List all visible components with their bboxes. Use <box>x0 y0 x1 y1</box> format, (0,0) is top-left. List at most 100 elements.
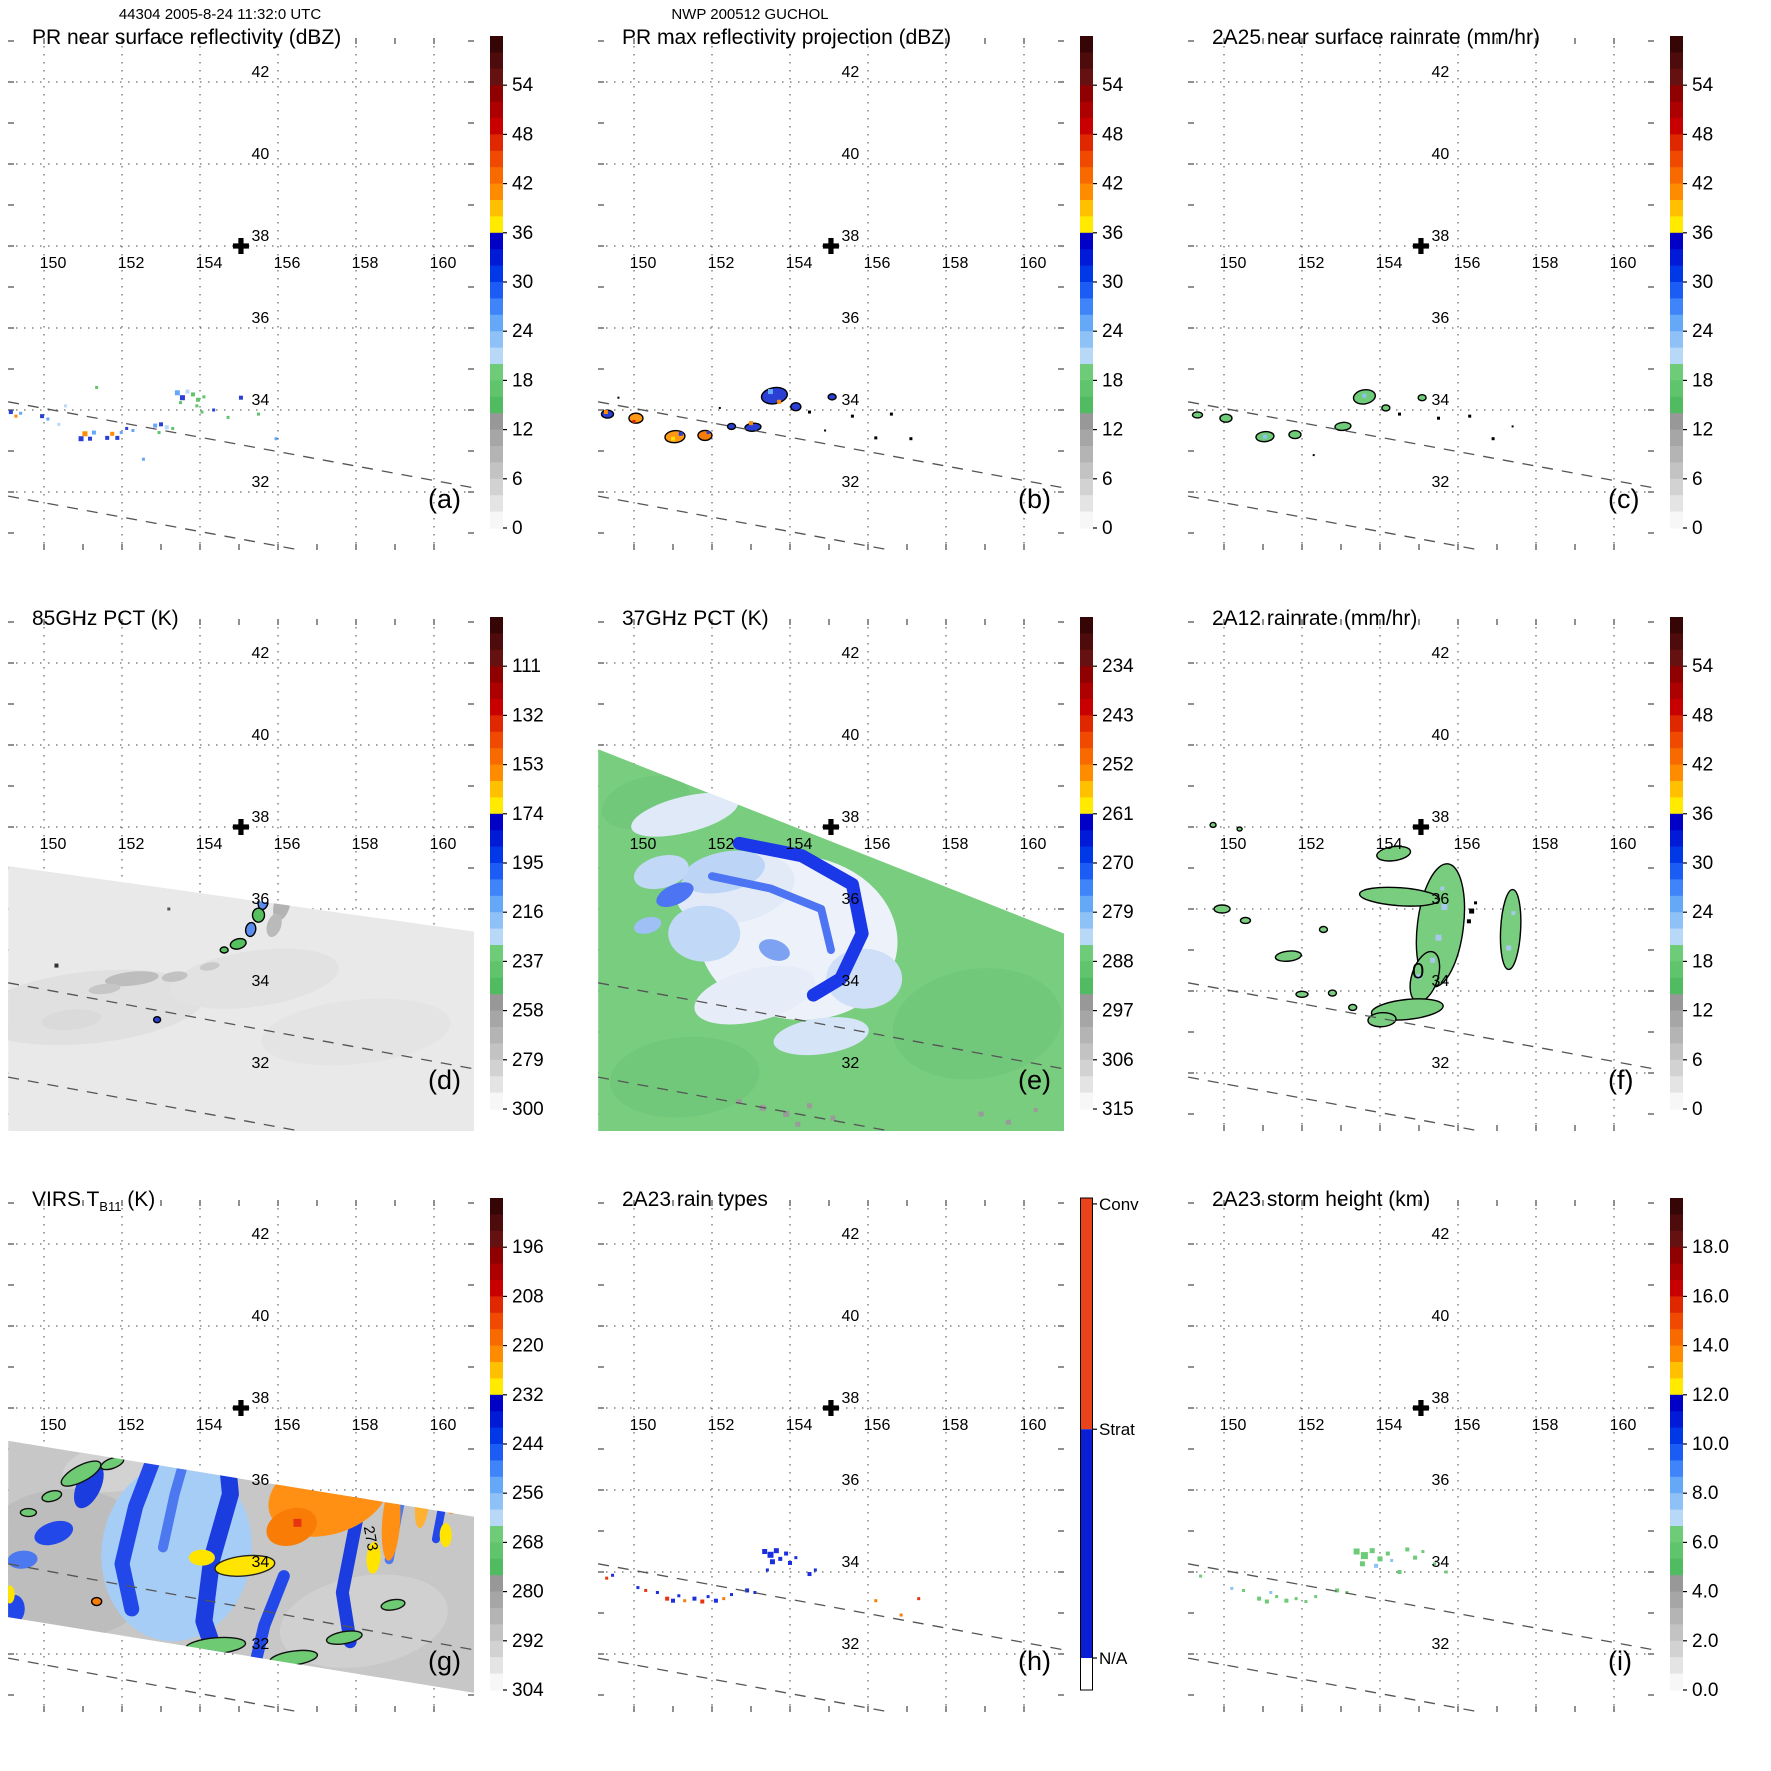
svg-text:152: 152 <box>118 1417 145 1434</box>
svg-text:36: 36 <box>841 891 859 908</box>
svg-text:270: 270 <box>1102 853 1134 874</box>
panel-title-g: VIRS TB11 (K) <box>32 1188 156 1215</box>
colorbar-h: Conv Strat N/A <box>1080 1195 1139 1691</box>
svg-text:152: 152 <box>118 255 145 272</box>
svg-text:160: 160 <box>1020 1417 1047 1434</box>
svg-text:8.0: 8.0 <box>1692 1483 1718 1504</box>
svg-text:32: 32 <box>1431 474 1449 491</box>
svg-text:32: 32 <box>251 1636 269 1653</box>
panel-title-c: 2A25 near surface rainrate (mm/hr) <box>1212 26 1540 49</box>
svg-text:154: 154 <box>1376 255 1403 272</box>
svg-text:315: 315 <box>1102 1099 1134 1120</box>
panel-title-i: 2A23 storm height (km) <box>1212 1188 1431 1211</box>
svg-text:32: 32 <box>251 1055 269 1072</box>
svg-text:152: 152 <box>1298 255 1325 272</box>
svg-text:54: 54 <box>1692 75 1714 96</box>
svg-text:158: 158 <box>352 255 379 272</box>
svg-text:156: 156 <box>864 1417 891 1434</box>
colorbar-a: 54 48 42 36 30 24 18 12 6 0 <box>490 36 534 539</box>
panel-g: VIRS TB11 (K) 273 150 152 154 156 158 160 42 40 3… <box>0 1186 590 1767</box>
svg-text:32: 32 <box>841 474 859 491</box>
svg-text:34: 34 <box>251 1554 269 1571</box>
svg-text:34: 34 <box>1431 392 1449 409</box>
svg-text:54: 54 <box>1102 75 1124 96</box>
svg-text:40: 40 <box>841 1308 859 1325</box>
svg-text:16.0: 16.0 <box>1692 1286 1729 1307</box>
panel-f: 2A12 rainrate (mm/hr) 0 150 152 154 156 158 16… <box>1180 605 1770 1186</box>
svg-text:158: 158 <box>352 1417 379 1434</box>
svg-text:237: 237 <box>512 951 544 972</box>
svg-text:252: 252 <box>1102 755 1134 776</box>
svg-text:150: 150 <box>40 836 67 853</box>
svg-text:48: 48 <box>1692 124 1713 145</box>
panel-c: 2A25 near surface rainrate (mm/hr) 150 15… <box>1180 24 1770 605</box>
colorbar-g: 196 208 220 232 244 256 268 280 292 304 <box>490 1198 544 1701</box>
svg-text:6.0: 6.0 <box>1692 1532 1718 1553</box>
colorbar-b: 54 48 42 36 30 24 18 12 6 0 <box>1080 36 1124 539</box>
svg-text:18: 18 <box>1692 951 1713 972</box>
svg-text:36: 36 <box>512 223 533 244</box>
svg-text:156: 156 <box>1454 255 1481 272</box>
svg-text:18.0: 18.0 <box>1692 1237 1729 1258</box>
panel-title-e: 37GHz PCT (K) <box>622 607 769 630</box>
svg-text:42: 42 <box>1431 64 1449 81</box>
svg-text:(c): (c) <box>1608 484 1639 514</box>
svg-text:152: 152 <box>708 255 735 272</box>
svg-text:42: 42 <box>512 174 533 195</box>
panel-b: PR max reflectivity projection (dBZ) 150… <box>590 24 1180 605</box>
svg-text:34: 34 <box>251 392 269 409</box>
svg-text:300: 300 <box>512 1099 544 1120</box>
svg-text:24: 24 <box>1692 321 1714 342</box>
map-i: 150 152 154 156 158 160 42 40 38 36 34 32 (i) <box>1188 1200 1654 1712</box>
svg-text:38: 38 <box>841 1390 859 1407</box>
svg-text:158: 158 <box>1532 836 1559 853</box>
svg-text:42: 42 <box>841 645 859 662</box>
svg-text:150: 150 <box>1220 836 1247 853</box>
panel-title-d: 85GHz PCT (K) <box>32 607 179 630</box>
svg-text:40: 40 <box>251 727 269 744</box>
svg-text:234: 234 <box>1102 656 1134 677</box>
svg-text:36: 36 <box>1431 310 1449 327</box>
header-storm-name: NWP 200512 GUCHOL <box>671 6 829 23</box>
panel-a: PR near surface reflectivity (dBZ) 150 15… <box>0 24 590 605</box>
panel-title-f: 2A12 rainrate (mm/hr) <box>1212 607 1418 630</box>
svg-text:54: 54 <box>512 75 534 96</box>
svg-text:12.0: 12.0 <box>1692 1385 1729 1406</box>
svg-text:34: 34 <box>841 973 859 990</box>
map-h: 150 152 154 156 158 160 42 40 38 36 34 32 (h) <box>598 1200 1064 1712</box>
svg-text:(b): (b) <box>1018 484 1051 514</box>
svg-text:34: 34 <box>251 973 269 990</box>
svg-text:150: 150 <box>630 836 657 853</box>
svg-text:42: 42 <box>1692 755 1713 776</box>
svg-text:158: 158 <box>1532 1417 1559 1434</box>
svg-text:280: 280 <box>512 1582 544 1603</box>
panel-h: 2A23 rain types 150 152 154 156 158 160 42 40 38… <box>590 1186 1180 1767</box>
svg-text:279: 279 <box>512 1050 544 1071</box>
svg-text:36: 36 <box>841 310 859 327</box>
svg-text:48: 48 <box>1102 124 1123 145</box>
svg-text:32: 32 <box>1431 1055 1449 1072</box>
svg-text:156: 156 <box>274 1417 301 1434</box>
svg-text:42: 42 <box>251 1226 269 1243</box>
svg-text:132: 132 <box>512 705 544 726</box>
svg-text:32: 32 <box>1431 1636 1449 1653</box>
svg-text:154: 154 <box>196 255 223 272</box>
map-a: 150 152 154 156 158 160 42 40 38 36 34 32 (a) <box>8 38 474 550</box>
svg-text:6: 6 <box>512 469 523 490</box>
svg-text:48: 48 <box>512 124 533 145</box>
svg-text:34: 34 <box>1431 1554 1449 1571</box>
svg-text:40: 40 <box>1431 146 1449 163</box>
svg-text:160: 160 <box>430 1417 457 1434</box>
header-timestamp: 44304 2005-8-24 11:32:0 UTC <box>118 6 322 23</box>
svg-text:244: 244 <box>512 1434 544 1455</box>
svg-text:160: 160 <box>1610 255 1637 272</box>
svg-text:38: 38 <box>251 228 269 245</box>
map-c: 150 152 154 156 158 160 42 40 38 36 34 32 (c) <box>1188 38 1654 550</box>
svg-text:261: 261 <box>1102 804 1134 825</box>
svg-text:36: 36 <box>1692 223 1713 244</box>
svg-text:Strat: Strat <box>1099 1420 1135 1439</box>
svg-text:6: 6 <box>1102 469 1113 490</box>
svg-text:(d): (d) <box>428 1065 461 1095</box>
svg-text:160: 160 <box>1610 836 1637 853</box>
svg-text:40: 40 <box>251 1308 269 1325</box>
